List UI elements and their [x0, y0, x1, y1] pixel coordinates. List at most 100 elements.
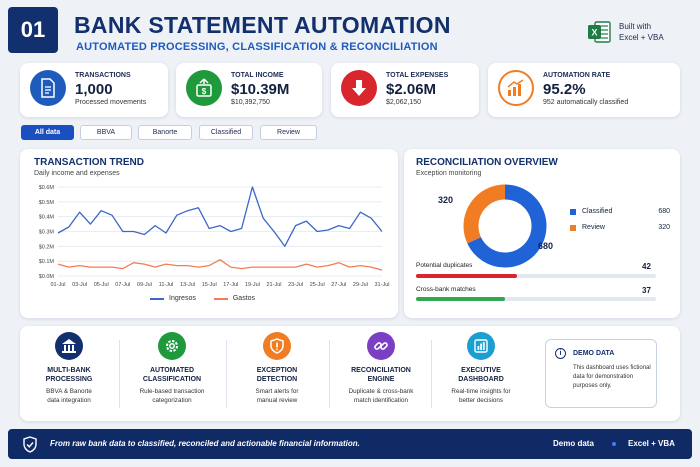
feature-title: PROCESSING	[45, 376, 93, 383]
divider	[119, 340, 120, 408]
cross-bank-value: 37	[642, 286, 651, 295]
demo-data-notice: i DEMO DATA This dashboard uses fictiona…	[545, 339, 657, 408]
legend-item-classified: Classified 680	[570, 208, 670, 215]
x-tick-label: 19-Jul	[245, 282, 260, 288]
legend-swatch	[150, 297, 164, 300]
trend-legend: Ingresos Gastos	[150, 295, 255, 302]
duplicates-bar-fill	[416, 274, 517, 278]
reconciliation-card: RECONCILIATION OVERVIEW Exception monito…	[404, 149, 680, 318]
series-line-ingresos	[57, 186, 383, 247]
feature-classification: AUTOMATED CLASSIFICATION Rule-based trans…	[119, 332, 225, 405]
kpi-label: TOTAL EXPENSES	[386, 72, 449, 79]
feature-desc: categorization	[152, 396, 192, 404]
demo-line: This dashboard uses fictional	[573, 365, 651, 371]
trend-subtitle: Daily income and expenses	[34, 170, 120, 177]
feature-desc: Rule-based transaction	[139, 388, 205, 395]
recon-subtitle: Exception monitoring	[416, 170, 482, 177]
filter-tab-classified[interactable]: Classified	[199, 125, 253, 140]
built-with-label: Built with	[619, 22, 652, 31]
kpi-subtext: $10,392,750	[231, 99, 270, 106]
x-tick-label: 01-Jul	[51, 282, 66, 288]
feature-exception-detection: EXCEPTION DETECTION Smart alerts for manua…	[224, 332, 330, 405]
demo-text: This dashboard uses fictional data for d…	[573, 364, 651, 391]
feature-desc: Duplicate & cross-bank	[348, 388, 414, 395]
divider	[329, 340, 330, 408]
page-title: BANK STATEMENT AUTOMATION	[74, 12, 451, 38]
x-tick-label: 27-Jul	[331, 282, 346, 288]
feature-title: EXECUTIVE	[461, 367, 501, 374]
kpi-transactions: TRANSACTIONS 1,000 Processed movements	[20, 63, 168, 117]
document-icon	[30, 70, 66, 106]
feature-desc: Smart alerts for	[255, 388, 299, 395]
divider	[431, 340, 432, 408]
divider	[226, 340, 227, 408]
cross-bank-bar-track	[416, 297, 656, 301]
x-tick-label: 13-Jul	[180, 282, 195, 288]
filter-tab-banorte[interactable]: Banorte	[138, 125, 192, 140]
feature-desc: Real-time insights for	[451, 388, 511, 395]
page-subtitle: AUTOMATED PROCESSING, CLASSIFICATION & R…	[76, 41, 438, 53]
section-number-badge: 01	[8, 7, 58, 53]
feature-title: DASHBOARD	[458, 376, 504, 383]
feature-title: RECONCILIATION	[351, 367, 411, 374]
built-with-tech: Excel + VBA	[619, 33, 664, 42]
legend-item-ingresos: Ingresos	[150, 295, 196, 302]
duplicates-label: Potential duplicates	[416, 262, 473, 269]
feature-title: DETECTION	[256, 376, 298, 383]
footer-demo-data: Demo data	[553, 439, 594, 448]
legend-label: Classified	[582, 208, 613, 215]
legend-value: 680	[658, 208, 670, 215]
kpi-subtext: Processed movements	[75, 99, 147, 106]
legend-swatch	[213, 297, 228, 300]
x-tick-label: 15-Jul	[202, 282, 217, 288]
legend-item-gastos: Gastos	[213, 295, 255, 302]
footer-message: From raw bank data to classified, reconc…	[50, 439, 360, 448]
kpi-total-income: $ TOTAL INCOME $10.39M $10,392,750	[176, 63, 322, 117]
filter-tab-review[interactable]: Review	[260, 125, 317, 140]
gear-icon	[158, 332, 186, 360]
cross-bank-label: Cross-bank matches	[416, 286, 476, 293]
feature-executive-dashboard: EXECUTIVE DASHBOARD Real-time insights fo…	[428, 332, 534, 405]
x-tick-label: 23-Jul	[288, 282, 303, 288]
money-up-icon: $	[186, 70, 222, 106]
legend-label: Ingresos	[169, 295, 196, 302]
kpi-label: AUTOMATION RATE	[543, 72, 611, 79]
kpi-total-expenses: TOTAL EXPENSES $2.06M $2,062,150	[331, 63, 479, 117]
donut-label-review: 320	[438, 195, 454, 205]
legend-swatch	[570, 224, 576, 231]
excel-icon: X	[587, 20, 611, 44]
x-tick-label: 03-Jul	[72, 282, 87, 288]
footer-tech: Excel + VBA	[628, 439, 675, 448]
series-line-gastos	[57, 259, 383, 271]
y-tick-label: $0.1M	[39, 259, 55, 265]
legend-value: 320	[658, 224, 670, 231]
donut-slice-review	[463, 184, 547, 268]
feature-desc: match identification	[354, 396, 408, 404]
filter-tab-bbva[interactable]: BBVA	[80, 125, 132, 140]
legend-swatch	[570, 208, 576, 215]
x-tick-label: 29-Jul	[353, 282, 368, 288]
feature-title: AUTOMATED	[149, 367, 195, 374]
y-tick-label: $0.3M	[39, 230, 55, 236]
reconciliation-donut	[463, 184, 547, 268]
x-tick-label: 09-Jul	[137, 282, 152, 288]
link-icon	[367, 332, 395, 360]
trend-chart: 01-Jul 03-Jul 05-Jul 07-Jul 09-Jul 11-Jul 13-J…	[39, 185, 390, 288]
demo-title: DEMO DATA	[573, 350, 615, 357]
footer-banner: From raw bank data to classified, reconc…	[8, 429, 692, 459]
y-tick-label: $0.4M	[39, 215, 55, 221]
kpi-label: TRANSACTIONS	[75, 72, 131, 79]
feature-desc: data integration	[47, 396, 91, 404]
svg-text:$: $	[202, 87, 207, 96]
feature-reconciliation-engine: RECONCILIATION ENGINE Duplicate & cross-b…	[328, 332, 434, 405]
growth-chart-icon	[498, 70, 534, 106]
footer-separator-dot	[612, 442, 616, 446]
x-tick-label: 21-Jul	[267, 282, 282, 288]
x-tick-label: 07-Jul	[115, 282, 130, 288]
bank-icon	[55, 332, 83, 360]
duplicates-value: 42	[642, 262, 651, 271]
filter-tab-all-data[interactable]: All data	[21, 125, 74, 140]
feature-desc: better decisions	[458, 396, 504, 404]
info-icon: i	[555, 348, 566, 359]
y-tick-label: $0.0M	[39, 274, 55, 280]
